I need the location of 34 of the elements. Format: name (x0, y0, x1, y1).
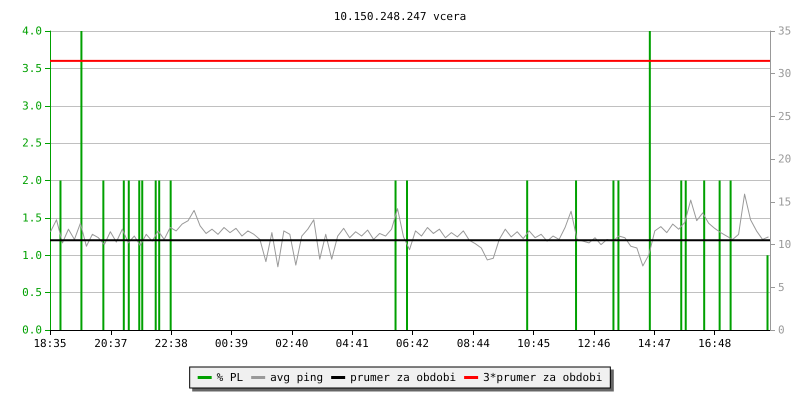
y2-tick-label: 0 (778, 324, 785, 336)
y2-tick-label: 30 (778, 67, 792, 80)
y2-tick-label: 35 (778, 24, 792, 38)
x-tick-label: 06:42 (396, 337, 430, 350)
legend-label: 3*prumer za obdobi (483, 371, 602, 384)
y-tick-label: 1.5 (22, 211, 42, 224)
x-tick-label: 14:47 (638, 337, 671, 350)
y-tick-label: 2.5 (22, 136, 42, 150)
y-tick-label: 1.0 (22, 248, 42, 262)
y2-tick-label: 10 (778, 238, 792, 252)
x-tick-label: 04:41 (336, 337, 369, 350)
y-tick-label: 3.0 (22, 99, 42, 112)
legend-label: % PL (216, 371, 244, 384)
x-tick-label: 18:35 (33, 337, 67, 350)
x-tick-label: 22:38 (154, 337, 188, 350)
x-tick-label: 20:37 (94, 337, 128, 350)
y-tick-label: 4.0 (22, 24, 42, 38)
x-tick-label: 02:40 (275, 337, 308, 350)
y2-tick-label: 20 (778, 152, 792, 166)
chart-title: 10.150.248.247 vcera (334, 10, 466, 23)
y-tick-label: 0.5 (22, 286, 42, 300)
y2-tick-label: 15 (778, 195, 792, 208)
x-tick-label: 10:45 (517, 337, 550, 350)
y2-tick-label: 5 (778, 280, 785, 294)
y2-tick-label: 25 (778, 110, 792, 123)
x-tick-label: 16:48 (698, 337, 732, 350)
legend-label: prumer za obdobi (350, 371, 456, 384)
x-tick-label: 00:39 (214, 337, 248, 350)
legend-label: avg ping (270, 371, 324, 384)
x-tick-label: 12:46 (577, 337, 611, 350)
y-tick-label: 3.5 (22, 62, 42, 75)
y-tick-label: 2.0 (22, 174, 42, 187)
y-tick-label: 0.0 (22, 324, 42, 336)
x-tick-label: 08:44 (456, 337, 490, 350)
